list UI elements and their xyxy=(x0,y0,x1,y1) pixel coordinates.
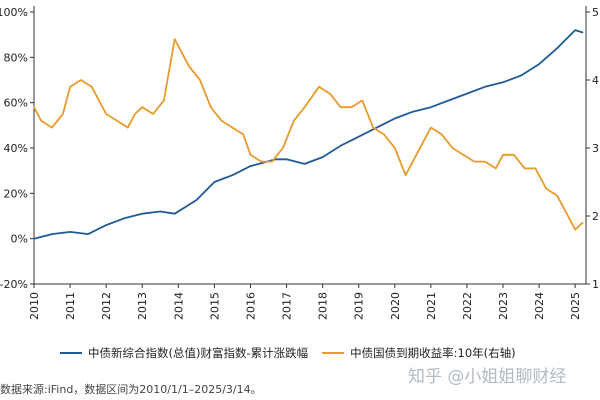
x-tick-label: 2016 xyxy=(244,292,257,320)
legend-label-bond-index: 中债新综合指数(总值)财富指数-累计涨跌幅 xyxy=(88,346,309,360)
x-tick-label: 2024 xyxy=(533,292,546,320)
y-right-tick-label: 4 xyxy=(592,74,599,87)
legend-swatch-10y-yield xyxy=(322,352,345,354)
y-left-tick-label: 100% xyxy=(0,6,28,19)
y-right-tick-label: 1 xyxy=(592,278,599,291)
watermark: 知乎 @小姐姐聊财经 xyxy=(408,367,567,387)
legend-label-10y-yield: 中债国债到期收益率:10年(右轴) xyxy=(350,346,516,360)
x-tick-label: 2025 xyxy=(569,292,582,320)
series-line-bond-index xyxy=(33,29,584,240)
source-note: 数据来源:iFind，数据区间为2010/1/1–2025/3/14。 xyxy=(0,383,262,396)
x-tick-label: 2010 xyxy=(28,292,41,320)
legend: 中债新综合指数(总值)财富指数-累计涨跌幅 中债国债到期收益率:10年(右轴) xyxy=(60,343,600,363)
x-tick-label: 2013 xyxy=(136,292,149,320)
x-tick-label: 2020 xyxy=(389,292,402,320)
x-tick-label: 2022 xyxy=(461,292,474,320)
x-tick-label: 2012 xyxy=(100,292,113,320)
y-left-tick-label: 0% xyxy=(11,233,28,246)
series-line-10y-yield xyxy=(33,38,584,231)
x-tick-label: 2014 xyxy=(172,292,185,320)
x-tick-label: 2017 xyxy=(281,292,294,320)
legend-item-bond-index: 中债新综合指数(总值)财富指数-累计涨跌幅 xyxy=(60,345,308,361)
legend-swatch-bond-index xyxy=(60,352,82,354)
series-group xyxy=(33,29,584,240)
x-tick-label: 2023 xyxy=(497,292,510,320)
x-tick-label: 2015 xyxy=(208,292,221,320)
axes xyxy=(30,6,590,288)
x-tick-label: 2018 xyxy=(317,292,330,320)
x-tick-label: 2021 xyxy=(425,292,438,320)
y-right-tick-label: 3 xyxy=(592,142,599,155)
y-left-tick-label: 20% xyxy=(4,187,28,200)
x-tick-label: 2011 xyxy=(64,292,77,320)
y-right-tick-label: 2 xyxy=(592,210,599,223)
y-left-tick-label: -20% xyxy=(0,278,28,291)
y-left-tick-label: 40% xyxy=(4,142,28,155)
legend-item-10y-yield: 中债国债到期收益率:10年(右轴) xyxy=(322,345,516,361)
tick-labels: 100% 80% 60% 40% 20% 0% -20% 5 4 3 2 1 2010 2011 2012 2… xyxy=(0,6,599,320)
y-left-tick-label: 80% xyxy=(4,51,28,64)
x-tick-label: 2019 xyxy=(353,292,366,320)
y-right-tick-label: 5 xyxy=(592,6,599,19)
y-left-tick-label: 60% xyxy=(4,97,28,110)
